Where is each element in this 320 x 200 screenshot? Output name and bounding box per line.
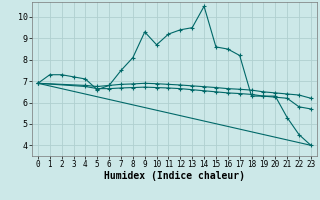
X-axis label: Humidex (Indice chaleur): Humidex (Indice chaleur) [104,171,245,181]
